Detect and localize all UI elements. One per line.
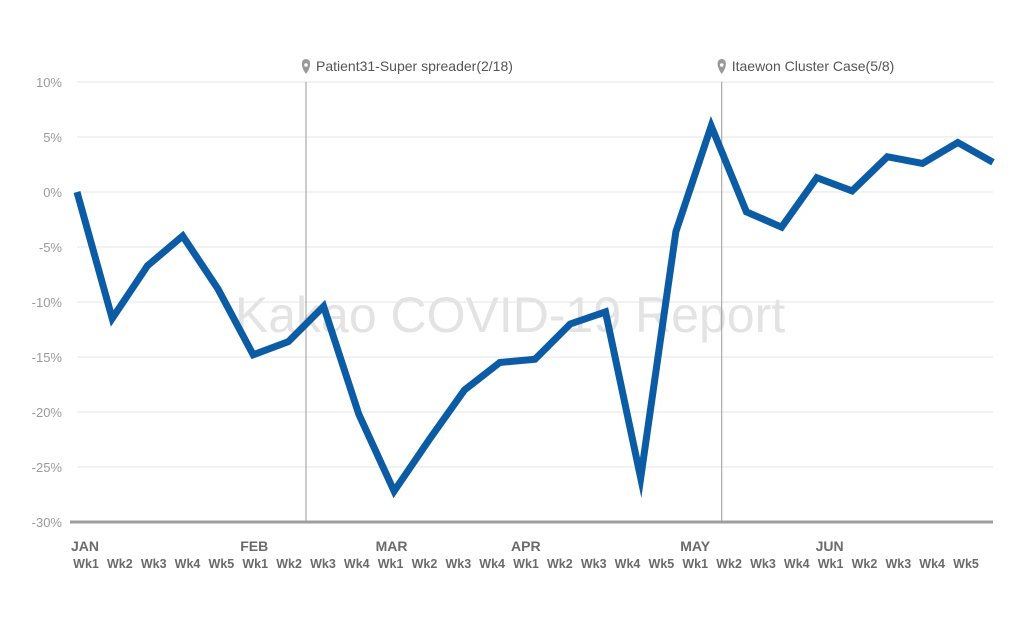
x-month-label: MAY — [680, 538, 710, 554]
y-tick-label: -30% — [32, 515, 63, 530]
location-pin-hole — [304, 63, 308, 67]
x-month-label: MAR — [376, 538, 408, 554]
x-tick-week-label: Wk3 — [885, 557, 911, 571]
y-tick-label: -10% — [32, 295, 63, 310]
x-tick-week-label: Wk1 — [682, 557, 708, 571]
x-tick-week-label: Wk1 — [818, 557, 844, 571]
x-tick-week-label: Wk2 — [547, 557, 573, 571]
y-tick-label: -20% — [32, 405, 63, 420]
y-tick-label: -15% — [32, 350, 63, 365]
x-tick-week-label: Wk1 — [242, 557, 268, 571]
x-tick-week-label: Wk1 — [513, 557, 539, 571]
x-tick-week-label: Wk4 — [784, 557, 810, 571]
y-tick-label: -25% — [32, 460, 63, 475]
x-tick-week-label: Wk4 — [615, 557, 641, 571]
x-tick-week-label: Wk3 — [445, 557, 471, 571]
y-tick-label: 5% — [43, 130, 62, 145]
event-annotation-label: Patient31-Super spreader(2/18) — [316, 58, 513, 74]
x-tick-week-label: Wk5 — [209, 557, 235, 571]
x-tick-week-label: Wk4 — [919, 557, 945, 571]
x-tick-week-label: Wk4 — [344, 557, 370, 571]
x-tick-week-label: Wk3 — [141, 557, 167, 571]
y-tick-label: 10% — [36, 75, 62, 90]
x-month-label: FEB — [240, 538, 268, 554]
x-tick-week-label: Wk4 — [175, 557, 201, 571]
x-tick-week-label: Wk2 — [852, 557, 878, 571]
x-tick-week-label: Wk3 — [310, 557, 336, 571]
x-tick-week-label: Wk5 — [649, 557, 675, 571]
x-month-label: JUN — [816, 538, 844, 554]
y-tick-label: 0% — [43, 185, 62, 200]
x-tick-week-label: Wk2 — [276, 557, 302, 571]
location-pin-hole — [719, 63, 724, 67]
x-tick-week-label: Wk3 — [581, 557, 607, 571]
x-month-label: JAN — [71, 538, 99, 554]
x-tick-week-label: Wk2 — [716, 557, 742, 571]
y-tick-label: -5% — [39, 240, 63, 255]
x-month-label: APR — [511, 538, 541, 554]
x-tick-week-label: Wk2 — [107, 557, 133, 571]
x-tick-week-label: Wk1 — [378, 557, 404, 571]
x-tick-week-label: Wk5 — [953, 557, 979, 571]
x-tick-week-label: Wk2 — [412, 557, 438, 571]
data-series-line — [73, 115, 995, 499]
x-tick-week-label: Wk3 — [750, 557, 776, 571]
event-annotation-label: Itaewon Cluster Case(5/8) — [732, 58, 895, 74]
x-tick-week-label: Wk1 — [73, 557, 99, 571]
x-tick-week-label: Wk4 — [479, 557, 505, 571]
